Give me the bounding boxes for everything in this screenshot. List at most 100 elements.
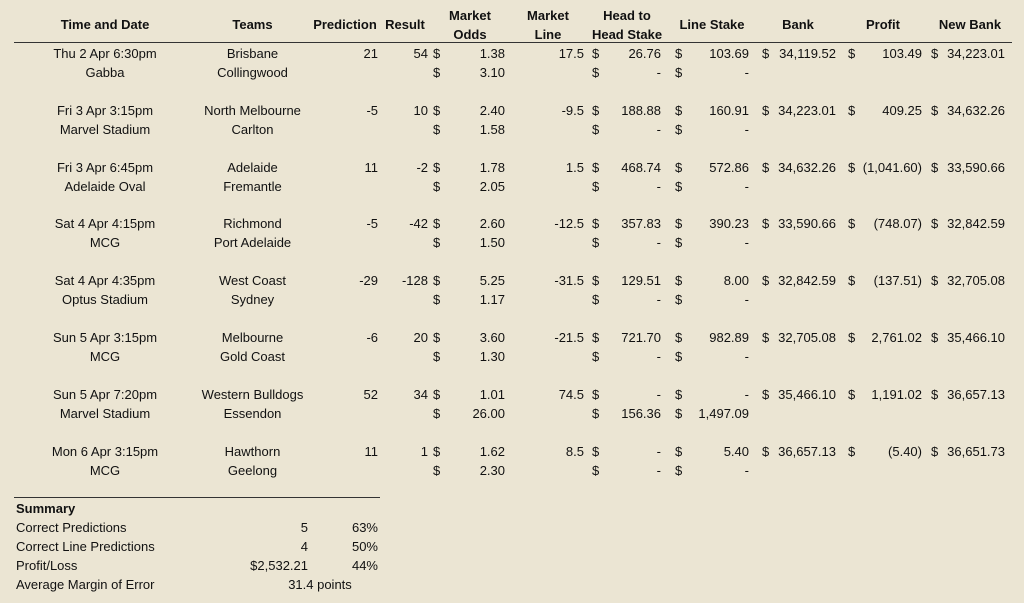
result-cell: 54 [413,46,428,61]
line-stake-home-cell: 103.69 [709,46,749,61]
currency-symbol: $ [931,160,939,175]
currency-symbol: $ [848,46,856,61]
currency-symbol: $ [848,330,856,345]
currency-symbol: $ [675,444,683,459]
currency-symbol: $ [433,160,441,175]
odds-home-cell: 2.40 [479,103,505,118]
currency-symbol: $ [675,65,683,80]
header-teams: Teams [232,17,273,32]
market-line-cell: 17.5 [558,46,584,61]
profit-cell: 1,191.02 [871,387,922,402]
h2h-stake-home-cell: 188.88 [621,103,661,118]
currency-symbol: $ [592,65,600,80]
odds-away-cell: 2.30 [479,463,505,478]
date-cell: Sun 5 Apr 7:20pm [52,387,158,402]
home-team-cell: Adelaide [227,160,278,175]
currency-symbol: $ [433,349,441,364]
currency-symbol: $ [592,463,600,478]
currency-symbol: $ [433,273,441,288]
bank-cell: 32,842.59 [778,273,836,288]
h2h-stake-home-cell: - [656,387,661,402]
currency-symbol: $ [848,216,856,231]
venue-cell: Marvel Stadium [59,406,151,421]
home-team-cell: Hawthorn [224,444,281,459]
h2h-stake-home-cell: - [656,444,661,459]
currency-symbol: $ [931,330,939,345]
venue-cell: Adelaide Oval [64,179,146,194]
h2h-stake-away-cell: - [656,65,661,80]
line-stake-away-cell: - [744,179,749,194]
currency-symbol: $ [675,273,683,288]
currency-symbol: $ [675,160,683,175]
currency-symbol: $ [592,292,600,307]
currency-symbol: $ [592,406,600,421]
header-new-bank: New Bank [938,17,1002,32]
profit-cell: (137.51) [873,273,922,288]
date-cell: Fri 3 Apr 3:15pm [56,103,154,118]
header-odds-2: Odds [453,27,487,42]
currency-symbol: $ [675,179,683,194]
date-cell: Sat 4 Apr 4:35pm [54,273,156,288]
date-cell: Fri 3 Apr 6:45pm [56,160,154,175]
odds-away-cell: 3.10 [479,65,505,80]
h2h-stake-away-cell: - [656,179,661,194]
header-line-1: Market [527,8,569,23]
currency-symbol: $ [433,46,441,61]
result-cell: -2 [416,160,428,175]
header-h2h-1: Head to [603,8,651,23]
currency-symbol: $ [433,235,441,250]
currency-symbol: $ [433,463,441,478]
market-line-cell: -9.5 [561,103,584,118]
prediction-cell: -5 [366,103,378,118]
odds-away-cell: 1.30 [479,349,505,364]
currency-symbol: $ [592,46,600,61]
h2h-stake-away-cell: - [656,349,661,364]
date-cell: Mon 6 Apr 3:15pm [51,444,159,459]
summary-rule [14,497,380,498]
market-line-cell: -12.5 [554,216,584,231]
profit-cell: (748.07) [873,216,922,231]
summary-label: Correct Line Predictions [16,539,155,554]
h2h-stake-home-cell: 129.51 [621,273,661,288]
result-cell: -128 [401,273,428,288]
odds-away-cell: 1.50 [479,235,505,250]
bank-cell: 34,119.52 [779,46,836,61]
currency-symbol: $ [931,103,939,118]
currency-symbol: $ [592,444,600,459]
odds-home-cell: 2.60 [479,216,505,231]
line-stake-home-cell: 8.00 [723,273,749,288]
currency-symbol: $ [762,273,770,288]
h2h-stake-home-cell: 468.74 [621,160,661,175]
currency-symbol: $ [433,65,441,80]
away-team-cell: Essendon [223,406,282,421]
bank-cell: 36,657.13 [778,444,836,459]
currency-symbol: $ [675,235,683,250]
bank-cell: 33,590.66 [778,216,836,231]
venue-cell: MCG [89,463,121,478]
odds-home-cell: 1.78 [479,160,505,175]
currency-symbol: $ [762,444,770,459]
bank-cell: 32,705.08 [778,330,836,345]
new-bank-cell: 36,657.13 [947,387,1005,402]
date-cell: Sat 4 Apr 4:15pm [54,216,156,231]
currency-symbol: $ [848,103,856,118]
summary-label: Profit/Loss [16,558,78,573]
currency-symbol: $ [433,387,441,402]
market-line-cell: 8.5 [565,444,584,459]
header-line-stake: Line Stake [679,17,745,32]
away-team-cell: Carlton [231,122,274,137]
away-team-cell: Collingwood [217,65,288,80]
currency-symbol: $ [931,273,939,288]
header-h2h-2: Head Stake [591,27,663,42]
line-stake-home-cell: 982.89 [709,330,749,345]
summary-percent: 50% [351,539,378,554]
prediction-cell: -29 [359,273,378,288]
summary-value: $2,532.21 [250,558,308,573]
currency-symbol: $ [592,179,600,194]
date-cell: Thu 2 Apr 6:30pm [53,46,157,61]
odds-away-cell: 2.05 [479,179,505,194]
header-odds-1: Market [449,8,491,23]
currency-symbol: $ [931,444,939,459]
venue-cell: Marvel Stadium [59,122,151,137]
summary-percent: 63% [351,520,378,535]
